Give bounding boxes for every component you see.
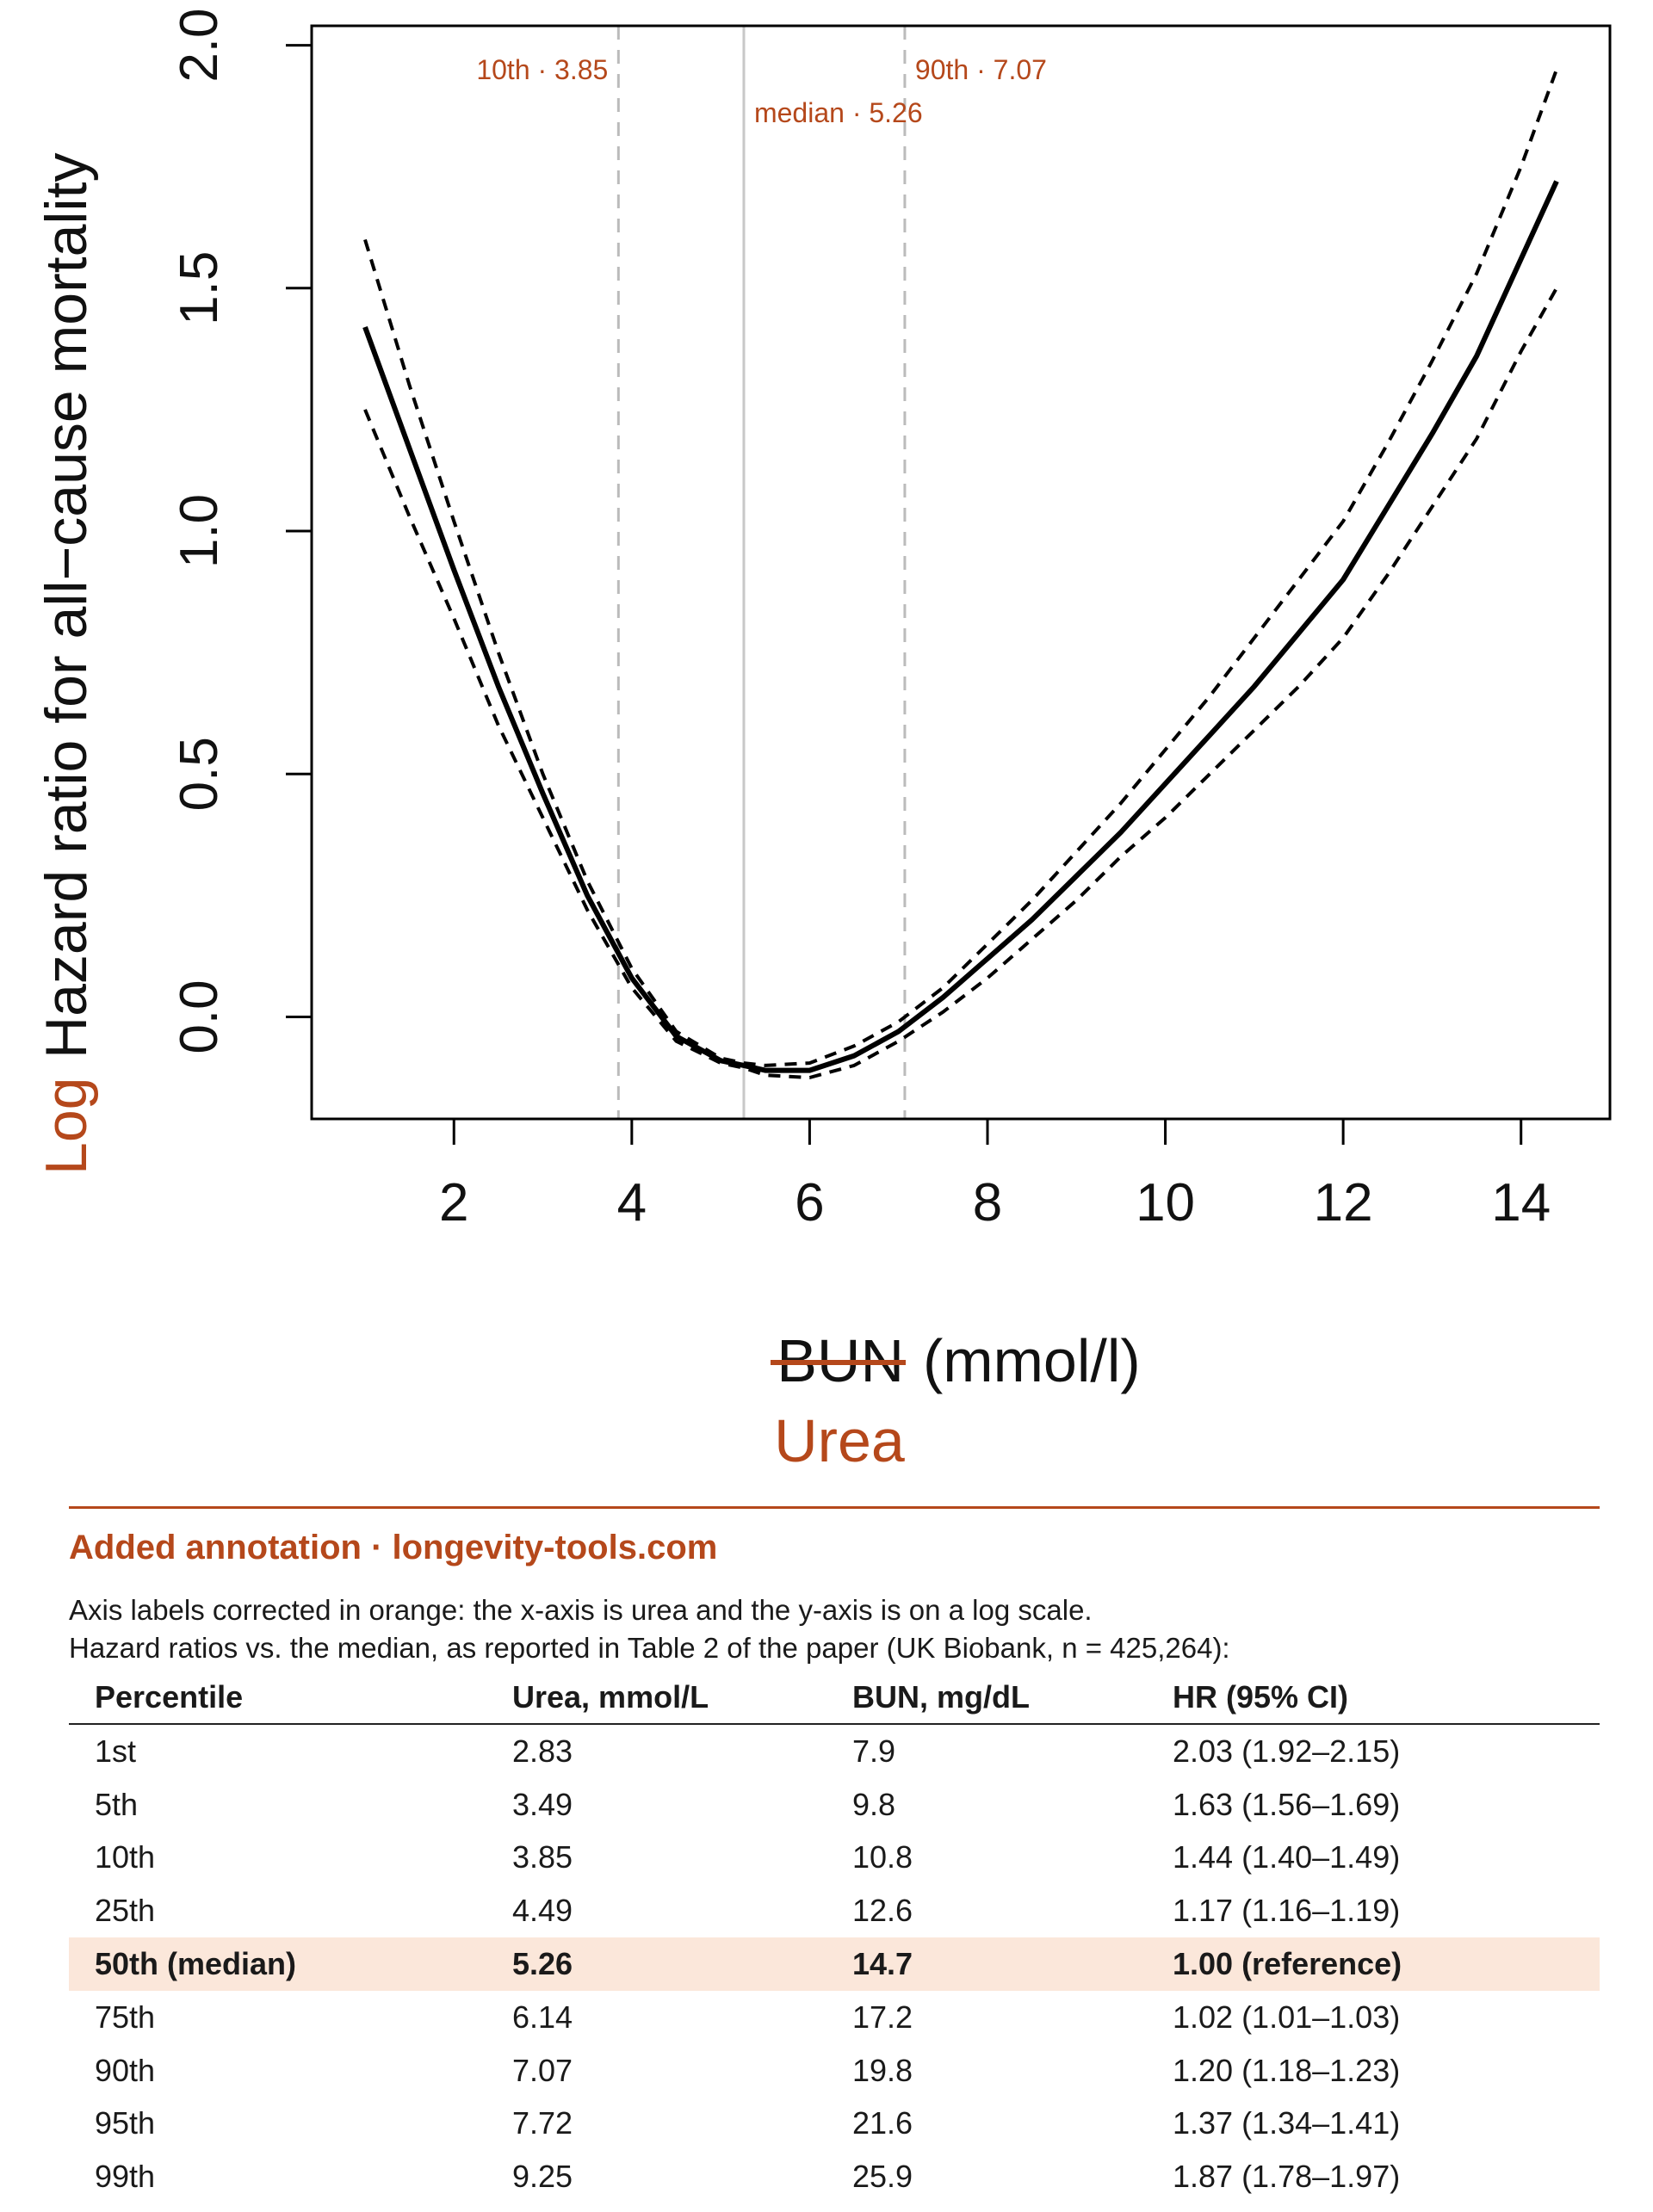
percentile-cell: 1st bbox=[95, 1733, 137, 1769]
percentile-cell: 90th bbox=[95, 2052, 156, 2088]
percentile-cell: 10th bbox=[95, 1839, 156, 1875]
urea-cell: 9.25 bbox=[512, 2159, 573, 2195]
percentile-cell: 5th bbox=[95, 1786, 139, 1822]
y-tick-label-1: 0.5 bbox=[170, 737, 229, 811]
bun-cell: 19.8 bbox=[852, 2052, 913, 2088]
percentile-reference-lines bbox=[616, 26, 907, 1119]
urea-cell: 5.26 bbox=[512, 1937, 852, 1991]
table-row: 1st 2.83 7.9 2.03 (1.92–2.15) bbox=[69, 1724, 1600, 1778]
ref-label-0: 10th · 3.85 bbox=[476, 54, 608, 85]
hr-cell: 1.44 (1.40–1.49) bbox=[1173, 1839, 1401, 1875]
urea-cell: 4.49 bbox=[512, 1893, 573, 1929]
x-axis: 2 4 6 8 10 12 14 bbox=[439, 1119, 1551, 1233]
table-row: 99th 9.25 25.9 1.87 (1.78–1.97) bbox=[69, 2150, 1600, 2203]
ref-label-2: 90th · 7.07 bbox=[915, 54, 1047, 85]
hr-cell: 2.03 (1.92–2.15) bbox=[1173, 1733, 1401, 1769]
percentile-cell: 75th bbox=[95, 1999, 156, 2035]
urea-cell: 3.85 bbox=[512, 1839, 573, 1875]
hr-cell: 1.17 (1.16–1.19) bbox=[1173, 1893, 1401, 1929]
y-tick-label-2: 1.0 bbox=[170, 494, 229, 568]
header-percentile: Percentile bbox=[69, 1671, 512, 1725]
hazard-ratio-curve bbox=[362, 180, 1559, 1073]
table-row: 75th 6.14 17.2 1.02 (1.01–1.03) bbox=[69, 1991, 1600, 2044]
header-urea: Urea, mmol/L bbox=[512, 1671, 852, 1725]
percentile-cell: 99th bbox=[95, 2159, 156, 2195]
hr-cell: 1.20 (1.18–1.23) bbox=[1173, 2052, 1401, 2088]
table-row: 95th 7.72 21.6 1.37 (1.34–1.41) bbox=[69, 2098, 1600, 2151]
upper-confidence-band bbox=[363, 69, 1558, 1067]
bun-cell: 25.9 bbox=[852, 2159, 913, 2195]
x-axis-label-unit: (mmol/l) bbox=[923, 1327, 1141, 1394]
x-tick-label-6: 6 bbox=[795, 1173, 824, 1233]
annotation-divider bbox=[69, 1506, 1600, 1509]
bun-cell: 12.6 bbox=[852, 1893, 913, 1929]
annotation-line-2: Hazard ratios vs. the median, as reporte… bbox=[69, 1632, 1230, 1664]
y-axis-label: Hazard ratio for all−cause mortality bbox=[34, 152, 99, 1059]
bun-cell: 10.8 bbox=[852, 1839, 913, 1875]
hr-cell: 1.02 (1.01–1.03) bbox=[1173, 1999, 1401, 2035]
curve-series bbox=[362, 69, 1559, 1079]
y-tick-label-0: 0.0 bbox=[170, 979, 229, 1053]
bun-cell: 9.8 bbox=[852, 1786, 896, 1822]
x-tick-label-4: 4 bbox=[617, 1173, 647, 1233]
plot-frame bbox=[310, 24, 1612, 1121]
percentile-cell: 25th bbox=[95, 1893, 156, 1929]
table-row: 50th (median) 5.26 14.7 1.00 (reference) bbox=[69, 1937, 1600, 1991]
table-row: 90th 7.07 19.8 1.20 (1.18–1.23) bbox=[69, 2044, 1600, 2098]
ref-label-1: median · 5.26 bbox=[754, 97, 923, 128]
x-tick-label-12: 12 bbox=[1314, 1173, 1373, 1233]
x-tick-label-14: 14 bbox=[1491, 1173, 1551, 1233]
lower-confidence-band bbox=[363, 287, 1558, 1079]
x-axis-label-correction: Urea bbox=[774, 1407, 905, 1474]
percentile-reference-labels: 10th · 3.85 median · 5.26 90th · 7.07 bbox=[476, 54, 1047, 128]
y-axis-label-prefix: Log bbox=[34, 1078, 99, 1175]
y-tick-label-3: 1.5 bbox=[170, 251, 229, 325]
bun-cell: 14.7 bbox=[852, 1937, 1173, 1991]
percentile-table: Percentile Urea, mmol/L BUN, mg/dL HR (9… bbox=[69, 1671, 1600, 2203]
table-row: 25th 4.49 12.6 1.17 (1.16–1.19) bbox=[69, 1884, 1600, 1937]
header-bun: BUN, mg/dL bbox=[852, 1671, 1173, 1725]
header-hr: HR (95% CI) bbox=[1173, 1671, 1600, 1725]
urea-cell: 2.83 bbox=[512, 1733, 573, 1769]
bun-cell: 7.9 bbox=[852, 1733, 896, 1769]
y-axis: 0.0 0.5 1.0 1.5 2.0 bbox=[170, 8, 312, 1054]
hr-cell: 1.00 (reference) bbox=[1173, 1937, 1600, 1991]
table-row: 10th 3.85 10.8 1.44 (1.40–1.49) bbox=[69, 1832, 1600, 1885]
hr-cell: 1.37 (1.34–1.41) bbox=[1173, 2105, 1401, 2141]
hr-cell: 1.87 (1.78–1.97) bbox=[1173, 2159, 1401, 2195]
urea-cell: 7.07 bbox=[512, 2052, 573, 2088]
bun-cell: 17.2 bbox=[852, 1999, 913, 2035]
urea-cell: 7.72 bbox=[512, 2105, 573, 2141]
percentile-cell: 95th bbox=[95, 2105, 156, 2141]
urea-cell: 3.49 bbox=[512, 1786, 573, 1822]
urea-cell: 6.14 bbox=[512, 1999, 573, 2035]
hr-cell: 1.63 (1.56–1.69) bbox=[1173, 1786, 1401, 1822]
table-row: 5th 3.49 9.8 1.63 (1.56–1.69) bbox=[69, 1778, 1600, 1832]
x-tick-label-8: 8 bbox=[973, 1173, 1002, 1233]
annotation-line-1: Axis labels corrected in orange: the x-a… bbox=[69, 1594, 1093, 1626]
table-header-row: Percentile Urea, mmol/L BUN, mg/dL HR (9… bbox=[69, 1671, 1600, 1725]
table-body: 1st 2.83 7.9 2.03 (1.92–2.15) 5th 3.49 9.8 1.63… bbox=[69, 1724, 1600, 2203]
x-tick-label-10: 10 bbox=[1136, 1173, 1195, 1233]
percentile-cell: 50th (median) bbox=[69, 1937, 512, 1991]
y-tick-label-4: 2.0 bbox=[170, 8, 229, 82]
bun-cell: 21.6 bbox=[852, 2105, 913, 2141]
mortality-chart: 10th · 3.85 median · 5.26 90th · 7.07 2 4 6 8… bbox=[34, 8, 1612, 1474]
annotation-heading: Added annotation · longevity-tools.com bbox=[69, 1529, 718, 1566]
x-tick-label-2: 2 bbox=[439, 1173, 468, 1233]
